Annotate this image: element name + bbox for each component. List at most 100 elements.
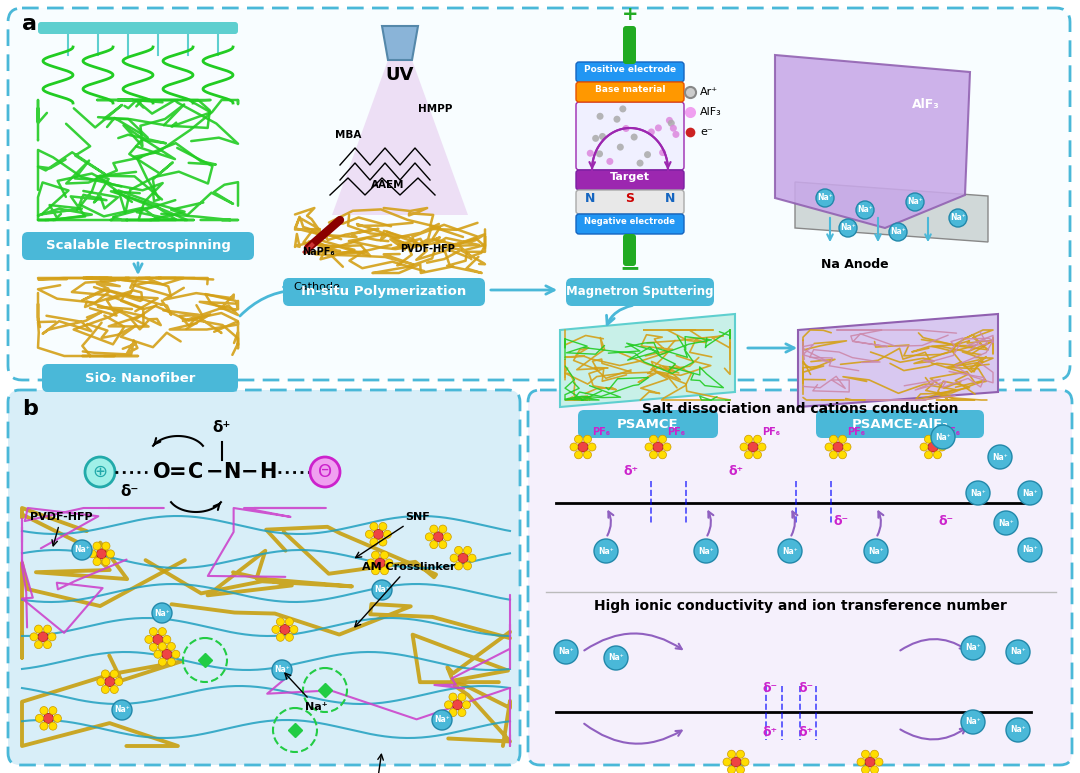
Circle shape bbox=[162, 649, 172, 659]
Circle shape bbox=[159, 658, 166, 666]
Circle shape bbox=[367, 559, 375, 567]
Circle shape bbox=[583, 435, 592, 443]
Circle shape bbox=[906, 193, 924, 211]
Text: Na⁺: Na⁺ bbox=[154, 608, 170, 618]
Text: N: N bbox=[665, 192, 675, 205]
Circle shape bbox=[748, 442, 758, 452]
Text: Na⁺: Na⁺ bbox=[868, 547, 883, 556]
Circle shape bbox=[613, 116, 621, 123]
Text: δ⁻: δ⁻ bbox=[121, 484, 139, 499]
Circle shape bbox=[554, 640, 578, 664]
Circle shape bbox=[374, 530, 383, 540]
Circle shape bbox=[280, 625, 289, 635]
Circle shape bbox=[159, 642, 166, 650]
Circle shape bbox=[754, 435, 761, 443]
Circle shape bbox=[172, 650, 180, 659]
Text: AM Crosslinker: AM Crosslinker bbox=[355, 562, 456, 627]
Text: δ⁻: δ⁻ bbox=[834, 515, 849, 528]
Circle shape bbox=[622, 125, 630, 132]
Text: S: S bbox=[625, 192, 635, 205]
Circle shape bbox=[604, 646, 627, 670]
Circle shape bbox=[276, 633, 284, 642]
Circle shape bbox=[445, 701, 453, 709]
Circle shape bbox=[443, 533, 451, 541]
Circle shape bbox=[816, 189, 834, 207]
Circle shape bbox=[49, 707, 57, 714]
Text: Na Anode: Na Anode bbox=[821, 258, 889, 271]
Text: Na⁺: Na⁺ bbox=[840, 223, 855, 233]
Circle shape bbox=[606, 158, 613, 165]
Circle shape bbox=[924, 435, 932, 443]
Circle shape bbox=[966, 481, 990, 505]
Text: Na⁺: Na⁺ bbox=[890, 227, 906, 237]
FancyBboxPatch shape bbox=[42, 364, 238, 392]
Text: N: N bbox=[584, 192, 595, 205]
Circle shape bbox=[380, 551, 389, 559]
Circle shape bbox=[653, 442, 663, 452]
Circle shape bbox=[737, 766, 744, 773]
Circle shape bbox=[1005, 718, 1030, 742]
Circle shape bbox=[1018, 481, 1042, 505]
Circle shape bbox=[673, 131, 679, 138]
Circle shape bbox=[145, 635, 153, 643]
Circle shape bbox=[829, 451, 837, 459]
Text: Cathode: Cathode bbox=[293, 282, 340, 292]
Circle shape bbox=[383, 530, 391, 538]
Text: Na⁺: Na⁺ bbox=[1010, 726, 1026, 734]
FancyBboxPatch shape bbox=[816, 410, 984, 438]
Text: SiO₂ Nanofiber: SiO₂ Nanofiber bbox=[85, 372, 195, 384]
Text: C: C bbox=[188, 462, 204, 482]
Circle shape bbox=[758, 443, 766, 451]
Circle shape bbox=[450, 554, 458, 562]
Circle shape bbox=[654, 124, 662, 131]
Text: −: − bbox=[206, 462, 224, 482]
Circle shape bbox=[870, 766, 878, 773]
Circle shape bbox=[102, 670, 109, 678]
Circle shape bbox=[939, 443, 946, 451]
FancyBboxPatch shape bbox=[576, 82, 684, 102]
Text: SNF: SNF bbox=[355, 512, 430, 557]
Text: =: = bbox=[170, 462, 187, 482]
Circle shape bbox=[430, 525, 437, 533]
Text: Salt dissociation and cations conduction: Salt dissociation and cations conduction bbox=[642, 402, 958, 416]
Circle shape bbox=[285, 633, 294, 642]
Circle shape bbox=[285, 618, 294, 625]
Circle shape bbox=[663, 443, 671, 451]
Circle shape bbox=[670, 124, 677, 131]
Text: Na⁺: Na⁺ bbox=[950, 213, 966, 223]
Circle shape bbox=[838, 435, 847, 443]
Circle shape bbox=[53, 714, 62, 722]
Circle shape bbox=[994, 511, 1018, 535]
Circle shape bbox=[694, 539, 718, 563]
Circle shape bbox=[379, 538, 387, 546]
Circle shape bbox=[365, 530, 374, 538]
Circle shape bbox=[649, 451, 658, 459]
Circle shape bbox=[40, 722, 48, 730]
Circle shape bbox=[375, 558, 384, 568]
Text: Na⁺: Na⁺ bbox=[434, 716, 450, 724]
Text: δ⁺: δ⁺ bbox=[798, 726, 813, 739]
Circle shape bbox=[843, 443, 851, 451]
Circle shape bbox=[586, 150, 594, 157]
Circle shape bbox=[97, 678, 105, 686]
Text: δ⁻: δ⁻ bbox=[762, 682, 778, 695]
Text: Na⁺: Na⁺ bbox=[608, 653, 624, 662]
FancyBboxPatch shape bbox=[576, 62, 684, 82]
Circle shape bbox=[575, 435, 582, 443]
Circle shape bbox=[631, 134, 637, 141]
Text: −: − bbox=[241, 462, 259, 482]
Circle shape bbox=[988, 445, 1012, 469]
Circle shape bbox=[594, 539, 618, 563]
Circle shape bbox=[933, 451, 942, 459]
Text: In-situ Polymerization: In-situ Polymerization bbox=[301, 285, 467, 298]
Circle shape bbox=[107, 550, 114, 558]
Text: High ionic conductivity and ion transference number: High ionic conductivity and ion transfer… bbox=[594, 599, 1007, 613]
Circle shape bbox=[159, 643, 166, 651]
Circle shape bbox=[372, 551, 379, 559]
Text: Na⁺: Na⁺ bbox=[285, 673, 327, 712]
Circle shape bbox=[583, 451, 592, 459]
Text: δ⁺: δ⁺ bbox=[213, 420, 231, 435]
Text: Ar⁺: Ar⁺ bbox=[700, 87, 718, 97]
Circle shape bbox=[649, 435, 658, 443]
Circle shape bbox=[458, 693, 465, 701]
